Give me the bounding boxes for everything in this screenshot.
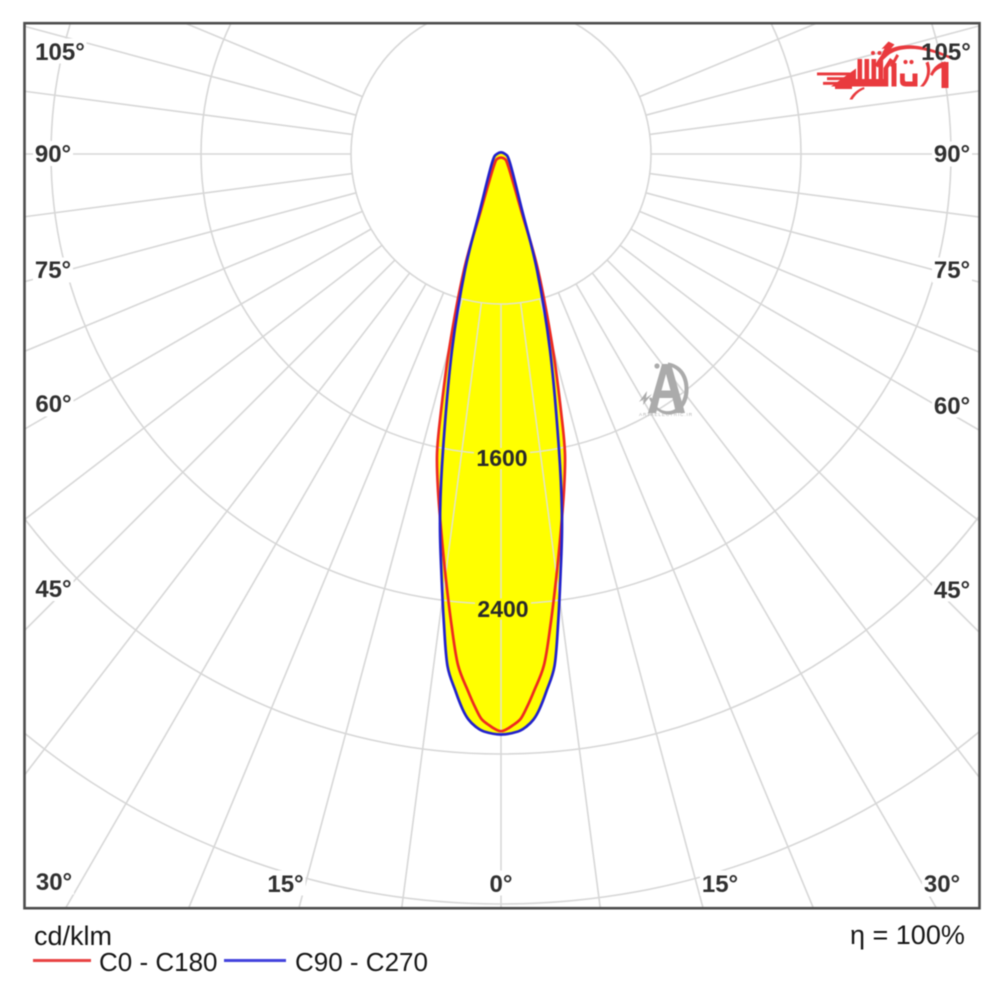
svg-text:90°: 90° xyxy=(35,141,71,168)
svg-text:ARTAELECTRIC.IR: ARTAELECTRIC.IR xyxy=(639,412,693,417)
svg-text:C0 - C180: C0 - C180 xyxy=(99,947,218,977)
svg-text:2400: 2400 xyxy=(477,596,528,622)
svg-text:105°: 105° xyxy=(921,39,971,66)
svg-text:105°: 105° xyxy=(35,39,85,66)
svg-text:60°: 60° xyxy=(934,393,970,420)
svg-text:C90 - C270: C90 - C270 xyxy=(295,947,428,977)
svg-text:60°: 60° xyxy=(35,391,71,418)
svg-text:75°: 75° xyxy=(35,257,71,284)
svg-text:30°: 30° xyxy=(36,869,72,896)
svg-text:45°: 45° xyxy=(934,577,970,604)
svg-text:15°: 15° xyxy=(702,871,738,898)
svg-text:45°: 45° xyxy=(35,576,71,603)
svg-text:cd/klm: cd/klm xyxy=(34,921,112,951)
svg-text:75°: 75° xyxy=(934,257,970,284)
svg-text:1600: 1600 xyxy=(476,445,527,471)
svg-text:30°: 30° xyxy=(924,871,960,898)
svg-text:90°: 90° xyxy=(934,141,970,168)
svg-text:0°: 0° xyxy=(490,871,513,898)
svg-text:η = 100%: η = 100% xyxy=(850,920,965,950)
svg-text:15°: 15° xyxy=(267,871,303,898)
